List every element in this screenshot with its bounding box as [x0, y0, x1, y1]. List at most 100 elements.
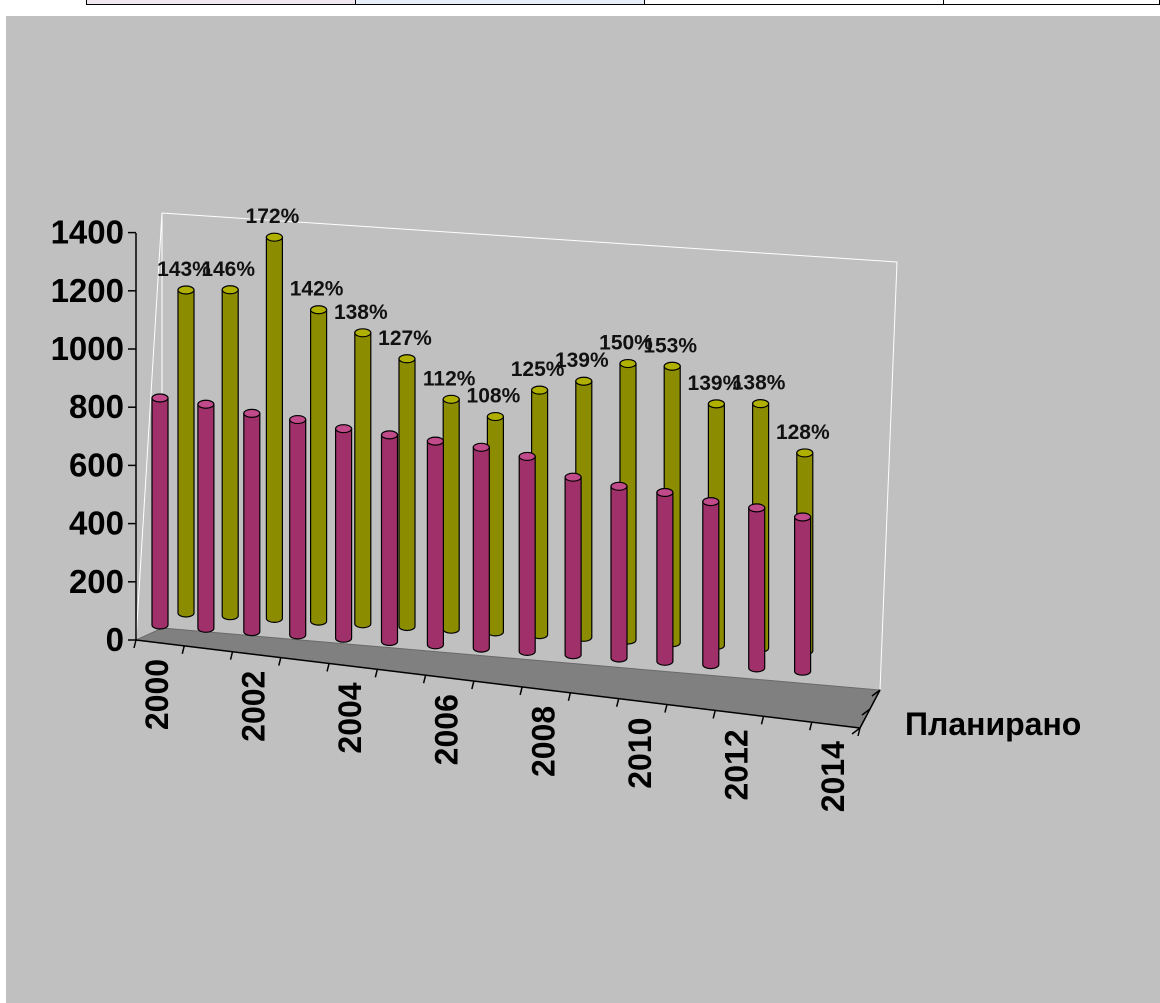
table-strip: [0, 0, 1160, 16]
bar-series-2: [265, 232, 283, 623]
bar-top: [197, 399, 215, 409]
bar-series-1: [243, 408, 261, 637]
depth-tick-mark: [871, 689, 881, 697]
data-label: 138%: [334, 301, 388, 324]
bar-top: [610, 481, 628, 491]
x-tick-label: 2010: [622, 718, 658, 789]
bar-body: [151, 397, 169, 630]
bar-series-2: [177, 285, 195, 618]
depth-tick-mark: [861, 708, 871, 716]
bar-body: [243, 412, 261, 637]
x-tick-mark: [278, 657, 282, 666]
bar-series-1: [518, 451, 536, 656]
data-label: 128%: [776, 421, 830, 444]
x-tick-mark: [422, 675, 427, 684]
data-label: 127%: [378, 327, 432, 350]
x-tick-label: 2000: [139, 659, 175, 730]
bar-top: [426, 436, 444, 446]
bar-series-2: [354, 328, 372, 629]
bar-series-1: [151, 393, 169, 630]
x-tick-label: 2004: [332, 682, 368, 753]
bar-body: [398, 358, 416, 632]
bar-body: [380, 434, 399, 647]
back-wall: [161, 212, 898, 691]
bar-series-1: [426, 436, 444, 650]
labels: 143%146%172%142%138%127%112%108%125%139%…: [157, 205, 830, 444]
bar-body: [289, 418, 307, 640]
bar-top: [486, 411, 504, 422]
x-axis-line: [135, 639, 861, 729]
bar-body: [748, 507, 766, 673]
bar-series-1: [380, 430, 399, 647]
bar-top: [398, 354, 416, 364]
bar-top: [310, 305, 328, 315]
y-tick-label: 400: [69, 505, 124, 542]
bar-body: [426, 440, 444, 650]
bar-series-1: [793, 512, 812, 676]
x-tick-label: 2006: [429, 694, 465, 765]
data-label: 150%: [599, 332, 653, 355]
x-tick-mark: [712, 710, 716, 719]
y-tick-label: 1400: [51, 214, 124, 251]
bar-top: [751, 399, 770, 409]
bar-body: [197, 403, 215, 633]
bar-top: [530, 385, 549, 395]
x-tick-label: 2014: [815, 741, 851, 812]
bar-series-2: [221, 285, 239, 621]
x-tick-mark: [760, 716, 765, 725]
x-tick-mark: [857, 727, 861, 737]
bar-top: [177, 285, 195, 295]
bar-series-1: [748, 503, 766, 673]
bar-top: [243, 408, 261, 418]
bar-top: [442, 394, 460, 404]
bar-body: [518, 455, 536, 656]
bar-top: [748, 503, 766, 513]
x-tick-mark: [615, 698, 620, 707]
bar-body: [564, 476, 582, 660]
bar-top: [151, 393, 169, 403]
bar-top: [796, 448, 814, 458]
data-label: 172%: [246, 205, 300, 228]
bar-body: [354, 332, 372, 629]
bar-body: [221, 289, 239, 621]
depth-axis-label: Планирано: [905, 706, 1081, 742]
bar-top: [289, 414, 307, 425]
bar-body: [656, 491, 674, 666]
bar-top: [793, 512, 812, 522]
y-tick-label: 600: [69, 446, 124, 483]
bar-top: [707, 399, 726, 409]
bar-body: [442, 398, 460, 634]
bar-series-2: [398, 354, 416, 632]
x-tick-mark: [181, 645, 185, 655]
bar-body: [794, 516, 812, 676]
data-label: 139%: [688, 372, 742, 395]
x-tick-mark: [374, 669, 379, 678]
y-tick-label: 800: [69, 388, 124, 425]
x-tick-mark: [567, 692, 572, 701]
bar-top: [380, 430, 399, 440]
bar-top: [656, 487, 674, 498]
bar-series-1: [197, 399, 215, 633]
y-tick-label: 1000: [51, 330, 124, 367]
bar-series-1: [335, 424, 353, 643]
bar-series-1: [656, 487, 674, 666]
bar-body: [702, 501, 720, 670]
data-label: 153%: [643, 334, 697, 357]
bar-body: [472, 446, 490, 653]
data-label: 143%: [157, 258, 211, 281]
x-tick-mark: [471, 680, 475, 690]
data-label: 146%: [201, 258, 255, 281]
x-tick-label: 2002: [236, 671, 272, 742]
x-tick-mark: [229, 651, 234, 660]
bar-series-1: [610, 481, 628, 663]
data-label: 108%: [467, 385, 521, 408]
bar-body: [177, 289, 195, 618]
bar-series-2: [310, 305, 328, 626]
bar-top: [221, 285, 239, 295]
x-tick-mark: [809, 721, 813, 731]
x-tick-mark: [664, 704, 668, 713]
y-tick-label: 0: [106, 621, 124, 658]
data-label: 142%: [290, 278, 344, 301]
bar-top: [564, 472, 582, 482]
